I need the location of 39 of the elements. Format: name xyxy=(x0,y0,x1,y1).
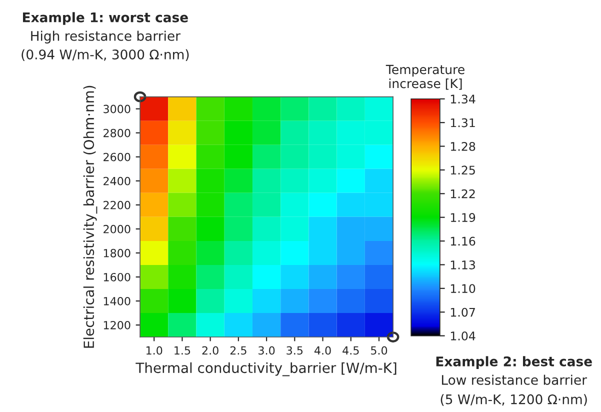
x-tick-label: 4.5 xyxy=(342,346,359,355)
y-tick-label: 3000 xyxy=(104,104,130,114)
text: Example 2: best case xyxy=(436,356,592,369)
y-tick-label: 2200 xyxy=(104,200,130,210)
color-bar-label: 1.13 xyxy=(450,260,475,270)
text: (5 W/m-K, 1200 Ω·nm) xyxy=(440,394,587,406)
y-tick-label: 2800 xyxy=(104,128,130,138)
color-bar-label: 1.10 xyxy=(450,284,476,294)
color-bar-label: 1.25 xyxy=(450,166,475,175)
color-bar-label: 1.31 xyxy=(450,118,475,128)
y-tick-label: 2400 xyxy=(104,176,130,186)
x-tick-label: 3.5 xyxy=(286,346,303,355)
x-tick-label: 2.0 xyxy=(202,346,218,355)
text: High resistance barrier xyxy=(31,30,180,44)
x-tick-label: 5.0 xyxy=(371,346,388,355)
text: (0.94 W/m-K, 3000 Ω·nm) xyxy=(22,49,189,61)
text: Example 1: worst case xyxy=(22,12,188,25)
color-bar-label: 1.19 xyxy=(450,213,476,222)
y-tick-label: 2600 xyxy=(104,152,130,162)
text: Low resistance barrier xyxy=(442,374,588,385)
color-bar-label: 1.04 xyxy=(450,332,476,340)
color-bar-label: 1.22 xyxy=(450,189,475,198)
y-tick-label: 1800 xyxy=(104,248,130,258)
x-tick-label: 3.0 xyxy=(258,346,275,355)
color-bar-label: 1.28 xyxy=(450,142,476,151)
x-tick-label: 2.5 xyxy=(230,346,246,355)
y-tick-label: 1200 xyxy=(104,320,130,330)
color-bar-label: 1.16 xyxy=(450,236,476,246)
x-tick-label: 1.5 xyxy=(174,346,190,355)
color-bar-label: 1.07 xyxy=(450,308,475,317)
y-tick-label: 2000 xyxy=(104,224,130,234)
x-tick-label: 1.0 xyxy=(146,346,162,355)
x-tick-label: 4.0 xyxy=(314,346,331,355)
y-tick-label: 1600 xyxy=(104,272,130,282)
x-axis-title: Thermal conductivity_barrier [W/m-K] xyxy=(136,362,396,376)
y-axis-title: Electrical resistivity_barrier (Ohm·nm) xyxy=(83,86,98,348)
color-bar-label: 1.34 xyxy=(450,94,476,104)
y-tick-label: 1400 xyxy=(104,296,130,306)
color-bar-title: Temperature increase [K] xyxy=(386,64,464,90)
